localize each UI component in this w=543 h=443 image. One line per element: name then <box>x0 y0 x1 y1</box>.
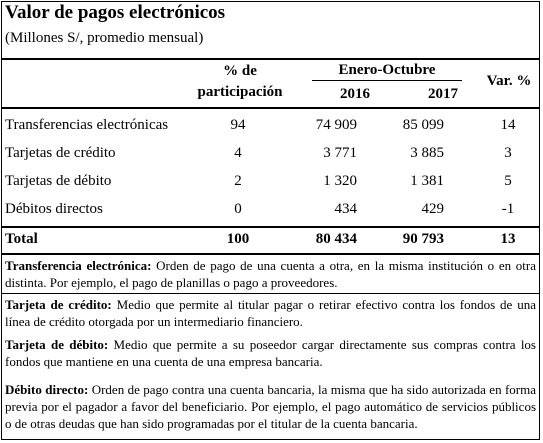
header-share-line1: % de <box>223 63 257 79</box>
row-2017: 1 381 <box>410 173 444 189</box>
table-top-rule <box>1 58 540 60</box>
row-2017: 3 885 <box>410 145 444 161</box>
note-term: Tarjeta de débito: <box>5 337 109 352</box>
header-var: Var. % <box>486 73 532 89</box>
row-var: 5 <box>504 173 512 189</box>
total-top-rule <box>1 226 540 228</box>
note-term: Débito directo: <box>5 382 89 397</box>
row-2016: 3 771 <box>323 145 357 161</box>
row-label: Tarjetas de débito <box>5 173 112 189</box>
row-2017: 429 <box>421 201 445 217</box>
header-bottom-rule <box>1 107 540 109</box>
period-underline <box>312 80 462 81</box>
total-share: 100 <box>226 231 250 247</box>
note-text: Medio que permite a su poseedor cargar d… <box>5 337 536 369</box>
header-period: Enero-Octubre <box>338 62 436 78</box>
note-divider <box>1 293 540 294</box>
row-var: 14 <box>500 117 516 133</box>
row-share: 0 <box>234 201 242 217</box>
total-bottom-rule <box>1 253 540 255</box>
page-title: Valor de pagos electrónicos <box>5 2 226 23</box>
note-tarjeta-credito: Tarjeta de crédito: Medio que permite al… <box>5 296 536 330</box>
row-var: -1 <box>501 201 515 217</box>
row-share: 2 <box>234 173 242 189</box>
total-2016: 80 434 <box>315 231 357 247</box>
row-2016: 434 <box>334 201 358 217</box>
total-2017: 90 793 <box>402 231 444 247</box>
row-var: 3 <box>504 145 512 161</box>
row-2016: 1 320 <box>323 173 357 189</box>
header-year-2016: 2016 <box>340 86 370 102</box>
note-text: Orden de pago de una cuenta a otra, en l… <box>5 258 536 290</box>
row-label: Transferencias electrónicas <box>5 117 169 133</box>
row-2016: 74 909 <box>315 117 357 133</box>
row-share: 4 <box>234 145 242 161</box>
header-year-2017: 2017 <box>428 86 458 102</box>
row-label: Tarjetas de crédito <box>5 145 116 161</box>
note-text: Orden de pago contra una cuenta bancaria… <box>5 382 537 431</box>
note-term: Transferencia electrónica: <box>5 258 152 273</box>
row-share: 94 <box>230 117 246 133</box>
row-label: Débitos directos <box>5 201 103 217</box>
note-tarjeta-debito: Tarjeta de débito: Medio que permite a s… <box>5 336 536 370</box>
header-share-line2: participación <box>197 84 283 100</box>
total-label: Total <box>5 231 38 247</box>
total-var: 13 <box>500 231 516 247</box>
page-subtitle: (Millones S/, promedio mensual) <box>5 30 204 46</box>
row-2017: 85 099 <box>402 117 444 133</box>
note-term: Tarjeta de crédito: <box>5 297 112 312</box>
note-debito-directo: Débito directo: Orden de pago contra una… <box>5 381 536 432</box>
note-text: Medio que permite al titular pagar o ret… <box>5 297 536 329</box>
note-transferencia: Transferencia electrónica: Orden de pago… <box>5 257 536 291</box>
